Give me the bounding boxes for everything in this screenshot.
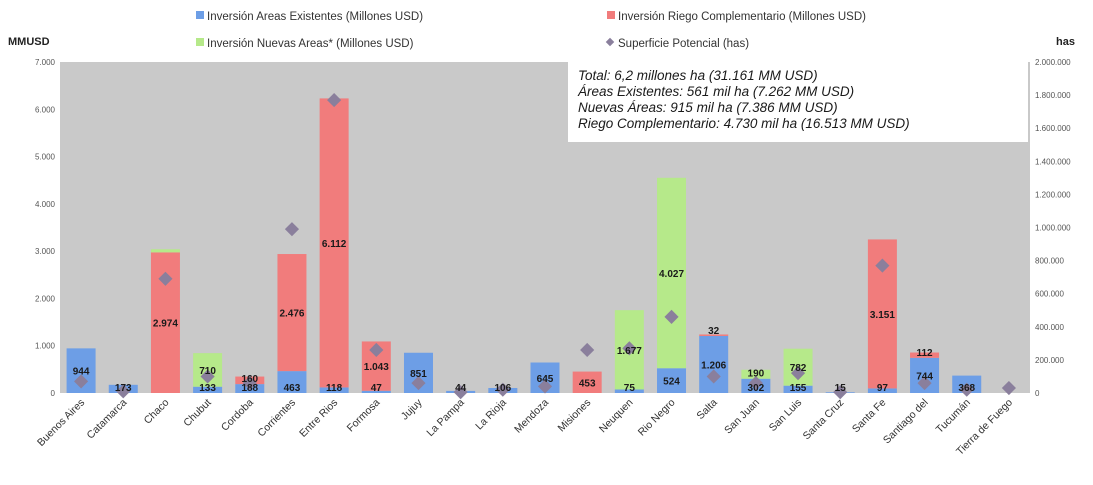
legend: Inversión Areas Existentes (Millones USD… xyxy=(196,11,866,50)
legend-item-new-areas: Inversión Nuevas Areas* (Millones USD) xyxy=(196,38,414,50)
category-label-entre-rios: Entre Rios xyxy=(297,397,340,440)
legend-item-complementary: Inversión Riego Complementario (Millones… xyxy=(607,11,866,23)
y-left-tick: 4.000 xyxy=(35,200,56,209)
y-left-tick: 7.000 xyxy=(35,58,56,67)
category-label-cordoba: Cordoba xyxy=(219,397,256,434)
y-left-tick: 2.000 xyxy=(35,294,56,303)
category-label-chaco: Chaco xyxy=(142,397,172,427)
legend-swatch-new-areas xyxy=(196,38,204,46)
category-label-formosa: Formosa xyxy=(345,397,383,435)
category-label-corrientes: Corrientes xyxy=(255,397,298,440)
data-label-new-areas-san-luis: 782 xyxy=(790,363,807,374)
category-label-catamarca: Catamarca xyxy=(85,397,130,442)
category-label-neuquen: Neuquen xyxy=(597,397,636,436)
data-label-existing-neuquen: 75 xyxy=(624,383,636,394)
data-label-existing-jujuy: 851 xyxy=(410,369,427,380)
summary-annotation: Total: 6,2 millones ha (31.161 MM USD) Á… xyxy=(568,62,1028,142)
category-label-santa-cruz: Santa Cruz xyxy=(801,397,847,443)
data-label-new-areas-chubut: 710 xyxy=(199,366,216,377)
data-label-existing-corrientes: 463 xyxy=(284,383,301,394)
data-label-complementary-chaco: 2.974 xyxy=(153,319,178,330)
category-label-chubut: Chubut xyxy=(181,397,213,429)
y-right-tick: 2.000.000 xyxy=(1035,58,1071,67)
category-label-san-juan: San Juan xyxy=(722,397,762,437)
data-label-existing-salta: 1.206 xyxy=(701,360,726,371)
y-left-tick: 3.000 xyxy=(35,247,56,256)
y-right-tick: 200.000 xyxy=(1035,356,1064,365)
data-label-complementary-misiones: 453 xyxy=(579,378,596,389)
y-right-tick: 800.000 xyxy=(1035,257,1064,266)
data-label-existing-catamarca: 173 xyxy=(115,383,132,394)
data-label-existing-la-rioja: 106 xyxy=(494,383,511,394)
data-label-new-areas-san-juan: 190 xyxy=(748,369,765,380)
y-left-tick: 1.000 xyxy=(35,342,56,351)
data-label-existing-san-luis: 155 xyxy=(790,383,807,394)
data-label-existing-mendoza: 645 xyxy=(537,374,554,385)
summary-line-complementary: Riego Complementario: 4.730 mil ha (16.5… xyxy=(578,116,910,131)
data-label-new-areas-rio-negro: 4.027 xyxy=(659,269,684,280)
category-label-buenos-aires: Buenos Aires xyxy=(35,397,87,449)
data-label-existing-santa-cruz: 15 xyxy=(835,383,847,394)
category-label-la-rioja: La Rioja xyxy=(473,397,509,433)
legend-swatch-complementary xyxy=(607,11,615,19)
legend-label-new-areas: Inversión Nuevas Areas* (Millones USD) xyxy=(207,38,414,50)
y-right-tick: 1.000.000 xyxy=(1035,224,1071,233)
data-label-existing-rio-negro: 524 xyxy=(663,377,680,388)
data-label-complementary-santiago-del: 112 xyxy=(916,348,933,359)
data-label-existing-formosa: 47 xyxy=(371,383,383,394)
category-label-tucuman: Tucumán xyxy=(934,397,973,436)
y-right-tick: 0 xyxy=(1035,389,1040,398)
legend-label-surface: Superficie Potencial (has) xyxy=(618,38,749,50)
y-left-tick: 5.000 xyxy=(35,153,56,162)
data-label-existing-chubut: 133 xyxy=(199,383,216,394)
legend-item-existing: Inversión Areas Existentes (Millones USD… xyxy=(196,11,423,23)
y-right-title: has xyxy=(1056,36,1075,48)
legend-item-surface: Superficie Potencial (has) xyxy=(606,38,749,50)
data-label-complementary-salta: 32 xyxy=(708,326,720,337)
data-label-existing-santa-fe: 97 xyxy=(877,383,889,394)
summary-line-existing: Áreas Existentes: 561 mil ha (7.262 MM U… xyxy=(577,84,854,99)
data-label-existing-tucuman: 368 xyxy=(958,383,975,394)
y-right-tick: 1.200.000 xyxy=(1035,190,1071,199)
data-label-complementary-entre-rios: 6.112 xyxy=(322,239,347,250)
category-label-san-luis: San Luis xyxy=(767,397,804,434)
data-label-complementary-cordoba: 160 xyxy=(241,374,258,385)
data-label-complementary-corrientes: 2.476 xyxy=(279,309,304,320)
category-label-rio-negro: Rio Negro xyxy=(636,397,678,439)
data-label-existing-san-juan: 302 xyxy=(748,383,765,394)
y-left-title: MMUSD xyxy=(8,36,50,48)
category-label-misiones: Misiones xyxy=(556,397,594,435)
category-label-jujuy: Jujuy xyxy=(399,396,425,422)
legend-marker-surface xyxy=(606,38,614,46)
y-right-tick: 1.400.000 xyxy=(1035,157,1071,166)
y-right-tick: 1.800.000 xyxy=(1035,91,1071,100)
data-label-existing-santiago-del: 744 xyxy=(916,371,933,382)
y-right-tick: 600.000 xyxy=(1035,290,1064,299)
legend-swatch-existing xyxy=(196,11,204,19)
data-label-existing-entre-rios: 118 xyxy=(326,383,343,394)
data-label-complementary-santa-fe: 3.151 xyxy=(870,310,895,321)
data-label-existing-la-pampa: 44 xyxy=(455,383,467,394)
data-label-existing-buenos-aires: 944 xyxy=(73,367,90,378)
legend-label-existing: Inversión Areas Existentes (Millones USD… xyxy=(207,11,423,23)
y-right-tick: 400.000 xyxy=(1035,323,1064,332)
category-label-mendoza: Mendoza xyxy=(512,397,551,436)
category-label-santa-fe: Santa Fe xyxy=(850,397,889,436)
summary-line-new: Nuevas Áreas: 915 mil ha (7.386 MM USD) xyxy=(578,100,838,115)
category-label-santiago-del: Santiago del xyxy=(881,397,931,447)
category-label-la-pampa: La Pampa xyxy=(424,397,466,439)
summary-line-total: Total: 6,2 millones ha (31.161 MM USD) xyxy=(578,68,818,83)
y-right-tick: 1.600.000 xyxy=(1035,124,1071,133)
bar-new-areas-chaco xyxy=(151,249,180,252)
data-label-complementary-formosa: 1.043 xyxy=(364,362,389,373)
y-left-tick: 0 xyxy=(51,389,56,398)
category-label-salta: Salta xyxy=(694,397,720,423)
y-left-tick: 6.000 xyxy=(35,105,56,114)
legend-label-complementary: Inversión Riego Complementario (Millones… xyxy=(618,11,866,23)
data-label-new-areas-neuquen: 1.677 xyxy=(617,346,642,357)
